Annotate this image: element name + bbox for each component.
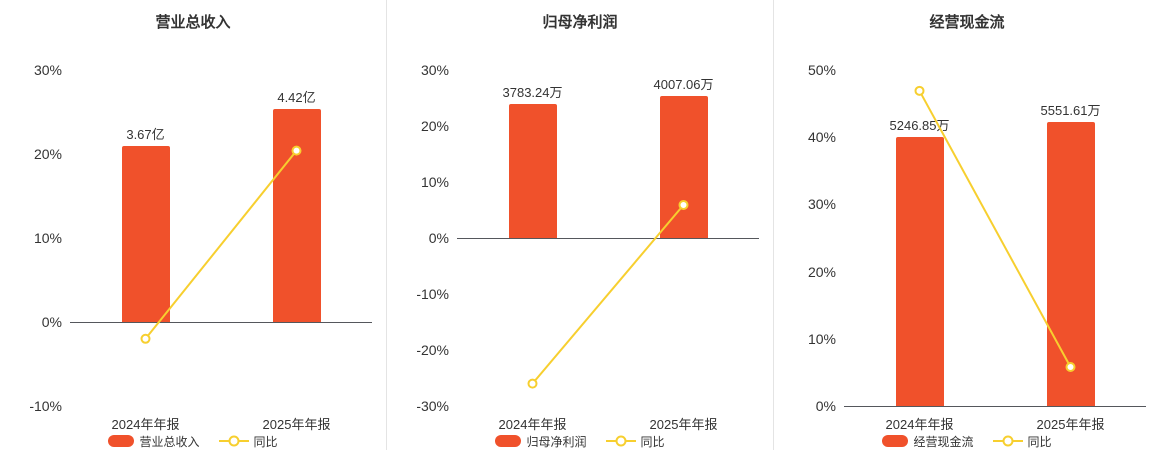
- chart-plot-area: 30% 20% 10% 0% -10% -20% -30% 3783.24万 2024年年报 40…: [387, 62, 773, 432]
- legend-line-swatch[interactable]: [605, 435, 636, 447]
- y-axis-tick-label: 0%: [41, 314, 62, 330]
- x-axis-category-label: 2024年年报: [111, 417, 180, 432]
- bar-value-label: 3783.24万: [502, 84, 563, 100]
- y-axis-tick-label: 30%: [807, 196, 836, 213]
- y-axis-tick-label: 30%: [420, 62, 449, 78]
- chart-panel-cash-flow: 经营现金流 50% 40% 30% 20% 10% 0% 5246.85万 2024年年报 55…: [773, 0, 1160, 450]
- chart-legend: 经营现金流 同比: [774, 432, 1160, 450]
- legend-line-label[interactable]: 同比: [640, 434, 665, 449]
- bar-value-label: 5551.61万: [1040, 102, 1101, 118]
- yoy-line-marker-icon: [140, 333, 151, 344]
- bar-value-label: 3.67亿: [126, 126, 165, 142]
- legend-line-marker-icon: [615, 435, 626, 447]
- y-axis-tick-label: -10%: [416, 286, 449, 302]
- zero-axis-line: [844, 406, 1146, 407]
- y-axis-tick-label: 20%: [33, 146, 62, 162]
- chart-panel-net-profit: 归母净利润 30% 20% 10% 0% -10% -20% -30% 3783.24万 202…: [386, 0, 773, 450]
- legend-line-swatch[interactable]: [218, 435, 249, 447]
- bar: [121, 145, 170, 322]
- legend-line-label[interactable]: 同比: [1027, 434, 1052, 449]
- y-axis-tick-label: 0%: [815, 398, 836, 414]
- legend-line-marker-icon: [228, 435, 239, 447]
- y-axis-tick-label: -10%: [29, 398, 62, 414]
- zero-axis-line: [70, 322, 372, 323]
- bar: [1046, 121, 1095, 406]
- yoy-line-series: [140, 145, 302, 344]
- y-axis-tick-label: 30%: [33, 62, 62, 78]
- chart-plot-area: 30% 20% 10% 0% -10% 3.67亿 2024年年报 4.42亿 2025年年报: [0, 62, 386, 432]
- bar-value-label: 4007.06万: [653, 76, 714, 92]
- bar-value-label: 4.42亿: [277, 90, 316, 106]
- y-axis-tick-label: 20%: [420, 118, 449, 134]
- legend-line-swatch[interactable]: [992, 435, 1023, 447]
- y-axis-tick-label: 20%: [807, 263, 836, 280]
- x-axis-category-label: 2024年年报: [498, 417, 567, 432]
- yoy-line-marker-icon: [914, 85, 925, 96]
- yoy-line-marker-icon: [527, 378, 538, 389]
- y-axis-tick-label: 40%: [807, 129, 836, 146]
- x-axis-category-label: 2025年年报: [262, 417, 331, 432]
- y-axis-tick-label: 10%: [420, 174, 449, 190]
- legend-bar-swatch[interactable]: [108, 435, 135, 447]
- y-axis-tick-label: -20%: [416, 342, 449, 358]
- chart-plot-area: 50% 40% 30% 20% 10% 0% 5246.85万 2024年年报 5551.61万…: [774, 62, 1160, 432]
- chart-title: 经营现金流: [929, 14, 1005, 31]
- y-axis-tick-label: 10%: [33, 230, 62, 246]
- y-axis-tick-label: 0%: [428, 230, 449, 246]
- bar: [895, 137, 944, 406]
- x-axis-category-label: 2025年年报: [1036, 417, 1105, 432]
- chart-panel-revenue: 营业总收入 30% 20% 10% 0% -10% 3.67亿 2024年年报 4.42亿 20…: [0, 0, 386, 450]
- bar-value-label: 5246.85万: [889, 118, 950, 134]
- chart-title: 营业总收入: [155, 14, 231, 31]
- y-axis-tick-label: 10%: [807, 330, 836, 347]
- legend-bar-label[interactable]: 营业总收入: [139, 434, 200, 449]
- bar: [659, 95, 708, 238]
- bar: [272, 109, 321, 322]
- x-axis-category-label: 2025年年报: [649, 417, 718, 432]
- chart-legend: 营业总收入 同比: [0, 432, 386, 450]
- bar: [508, 103, 557, 238]
- y-axis-tick-label: 50%: [807, 62, 836, 78]
- legend-line-label[interactable]: 同比: [253, 434, 278, 449]
- y-axis-tick-label: -30%: [416, 398, 449, 414]
- x-axis-category-label: 2024年年报: [885, 417, 954, 432]
- chart-title: 归母净利润: [542, 14, 618, 31]
- legend-bar-label[interactable]: 归母净利润: [526, 434, 587, 449]
- legend-bar-label[interactable]: 经营现金流: [913, 434, 974, 449]
- legend-bar-swatch[interactable]: [495, 435, 522, 447]
- legend-line-marker-icon: [1002, 435, 1013, 447]
- zero-axis-line: [457, 238, 759, 239]
- legend-bar-swatch[interactable]: [882, 435, 909, 447]
- chart-legend: 归母净利润 同比: [387, 432, 773, 450]
